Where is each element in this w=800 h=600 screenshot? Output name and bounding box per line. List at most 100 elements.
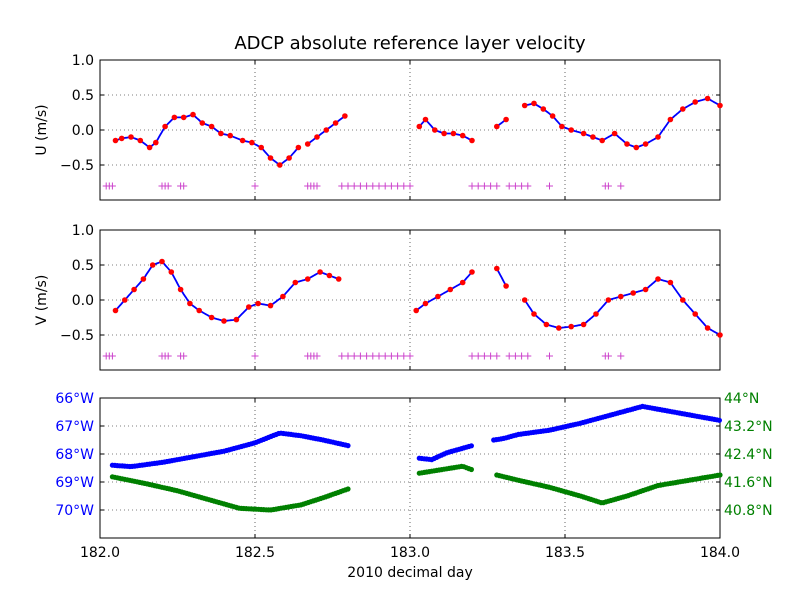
raw-point — [227, 132, 233, 139]
longitude-point — [716, 417, 723, 423]
raw-point — [543, 321, 550, 328]
raw-point — [717, 102, 723, 109]
raw-point — [435, 293, 441, 300]
raw-point — [249, 139, 255, 146]
flag-marker — [617, 182, 625, 190]
chart-title: ADCP absolute reference layer velocity — [234, 33, 586, 54]
flag-marker — [468, 352, 476, 360]
panel-v-ylabel: V (m/s) — [34, 275, 50, 326]
flag-marker — [546, 352, 553, 360]
raw-point — [559, 123, 565, 130]
raw-point — [317, 269, 323, 275]
raw-point — [692, 99, 698, 105]
raw-point — [580, 321, 587, 328]
flag-marker — [381, 182, 389, 190]
y-tick-label: 0.0 — [72, 293, 94, 309]
flag-marker — [480, 352, 488, 360]
raw-point — [540, 106, 547, 112]
flag-marker — [164, 182, 172, 190]
raw-point — [128, 134, 134, 140]
longitude-point — [468, 443, 474, 449]
raw-point — [326, 272, 333, 279]
x-tick-label: 183.0 — [390, 545, 430, 561]
longitude-tick-label: 67°W — [55, 419, 94, 435]
raw-point — [131, 286, 137, 293]
longitude-tick-label: 69°W — [55, 475, 94, 491]
y-tick-label: −0.5 — [60, 158, 94, 174]
flag-marker — [108, 352, 116, 360]
raw-point — [605, 297, 612, 303]
raw-point — [221, 318, 227, 324]
flag-marker — [474, 182, 482, 190]
raw-point — [503, 116, 509, 123]
flag-marker — [505, 182, 513, 190]
raw-point — [469, 137, 475, 144]
latitude-point — [468, 466, 474, 473]
flag-marker — [400, 352, 408, 360]
smoothed-line — [496, 268, 507, 286]
panel-u-marks — [102, 95, 723, 190]
raw-point — [590, 134, 596, 140]
raw-point — [667, 279, 674, 286]
raw-point — [680, 106, 686, 112]
x-tick-label: 182.0 — [80, 545, 120, 561]
raw-point — [633, 144, 640, 151]
raw-point — [292, 279, 299, 286]
raw-point — [549, 113, 556, 119]
raw-point — [680, 297, 686, 303]
raw-point — [314, 134, 320, 140]
y-tick-label: 1.0 — [72, 223, 94, 239]
raw-point — [413, 307, 420, 314]
flag-marker — [164, 352, 172, 360]
flag-marker — [363, 352, 371, 360]
flag-marker — [617, 352, 625, 360]
y-tick-label: 0.0 — [72, 123, 94, 139]
panel-u-ticks: 1.0 0.5 0.0 −0.5 — [60, 53, 721, 200]
raw-point — [208, 314, 215, 321]
raw-point — [704, 95, 711, 102]
raw-point — [122, 297, 128, 303]
raw-point — [112, 307, 119, 314]
raw-point — [432, 127, 438, 133]
smoothed-line — [115, 113, 299, 166]
panel-position-grid — [100, 398, 720, 538]
raw-point — [531, 100, 537, 107]
flag-marker — [604, 182, 612, 190]
raw-point — [521, 297, 528, 303]
panel-v: 1.0 0.5 0.0 −0.5 V (m/s) — [34, 223, 723, 371]
raw-point — [246, 304, 252, 310]
flag-marker — [375, 352, 383, 360]
panel-v-marks — [102, 258, 723, 360]
raw-point — [342, 113, 348, 119]
flag-marker — [387, 352, 395, 360]
raw-point — [717, 332, 723, 338]
raw-point — [503, 283, 509, 289]
raw-point — [521, 102, 528, 109]
raw-point — [239, 137, 246, 144]
raw-point — [450, 130, 457, 137]
raw-point — [280, 293, 286, 300]
raw-point — [258, 144, 265, 151]
latitude-tick-label: 43.2°N — [724, 419, 773, 435]
raw-point — [323, 127, 330, 133]
panel-v-ticks: 1.0 0.5 0.0 −0.5 — [60, 223, 721, 370]
flag-marker — [511, 352, 519, 360]
latitude-tick-label: 42.4°N — [724, 447, 773, 463]
y-tick-label: 0.5 — [72, 258, 94, 274]
flag-marker — [338, 182, 346, 190]
raw-point — [233, 316, 240, 323]
flag-marker — [313, 182, 321, 190]
flag-marker — [180, 182, 188, 190]
x-axis-label: 2010 decimal day — [347, 565, 472, 581]
raw-point — [267, 302, 274, 309]
flag-marker — [251, 352, 259, 360]
raw-point — [624, 141, 630, 147]
raw-point — [422, 300, 429, 307]
flag-marker — [344, 182, 352, 190]
raw-point — [667, 116, 674, 123]
raw-point — [153, 139, 159, 146]
raw-point — [469, 269, 475, 275]
latitude-tick-label: 41.6°N — [724, 475, 773, 491]
raw-point — [190, 111, 196, 118]
